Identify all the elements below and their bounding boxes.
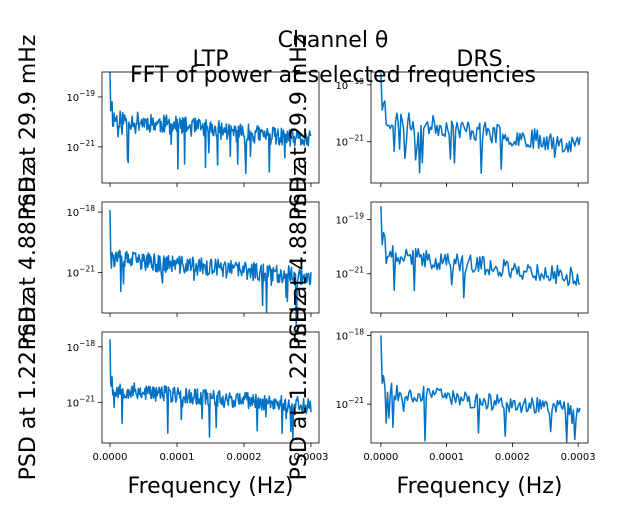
y-tick-label: 10−19 [335, 77, 364, 92]
y-tick-label: 10−21 [335, 266, 364, 281]
axes-frame [370, 331, 589, 444]
y-tick-label: 10−21 [66, 139, 95, 154]
axes-frame [370, 201, 589, 314]
x-tick-label: 0.0001 [429, 452, 464, 463]
x-tick-label: 0.0002 [226, 452, 261, 463]
y-tick-label: 10−21 [66, 394, 95, 409]
x-tick-label: 0.0001 [160, 452, 195, 463]
psd-line-series [109, 71, 312, 175]
y-tick-label: 10−19 [66, 89, 95, 104]
psd-line-series [380, 206, 581, 299]
y-tick-label: 10−21 [335, 134, 364, 149]
y-tick-label: 10−19 [335, 212, 364, 227]
subplot-3: 10−18 10−21 PSD at 4.88 mHz [16, 165, 320, 351]
subplot-grid: 10−19 10−21 LTP PSD at 29.9 mHz 10−19 10−21 DR… [16, 35, 596, 499]
x-axis-label: Frequency (Hz) [128, 474, 294, 499]
psd-line-series [109, 339, 312, 441]
x-tick-label: 0.0000 [363, 452, 398, 463]
y-axis-label: PSD at 29.9 mHz [287, 35, 312, 221]
subplot-4: 10−19 10−21 PSD at 4.88 mHz [287, 165, 589, 351]
x-tick-label: 0.0000 [93, 452, 128, 463]
y-axis-label: PSD at 1.22 mHz [16, 295, 41, 481]
subplot-title: DRS [456, 47, 502, 72]
axes-frame [101, 71, 320, 184]
subplot-6: 0.0000 0.0001 0.0002 0.0003 10−18 10−21 PSD at… [287, 295, 596, 499]
x-axis-label: Frequency (Hz) [397, 474, 563, 499]
subplot-2: 10−19 10−21 DRS PSD at 29.9 mHz [287, 35, 589, 221]
subplot-title: LTP [193, 47, 229, 72]
y-tick-label: 10−21 [335, 396, 364, 411]
y-axis-label: PSD at 1.22 mHz [287, 295, 312, 481]
figure-suptitle-line2: FFT of power at selected frequencies [130, 63, 536, 88]
y-axis-label: PSD at 4.88 mHz [16, 165, 41, 351]
psd-line-series [380, 73, 581, 175]
figure-suptitle-line1: Channel θ [278, 28, 389, 53]
y-tick-label: 10−18 [66, 204, 95, 219]
y-tick-label: 10−18 [335, 327, 364, 342]
y-tick-label: 10−21 [66, 265, 95, 280]
y-axis-label: PSD at 29.9 mHz [16, 35, 41, 221]
psd-line-series [380, 335, 581, 443]
x-tick-label: 0.0002 [495, 452, 530, 463]
axes-frame [101, 331, 320, 444]
x-tick-label: 0.0003 [293, 452, 328, 463]
axes-frame [370, 71, 589, 184]
subplot-5: 0.0000 0.0001 0.0002 0.0003 10−18 10−21 PSD at… [16, 295, 328, 499]
y-tick-label: 10−18 [66, 339, 95, 354]
axes-frame [101, 201, 320, 314]
subplot-1: 10−19 10−21 LTP PSD at 29.9 mHz [16, 35, 320, 221]
y-axis-label: PSD at 4.88 mHz [287, 165, 312, 351]
x-tick-label: 0.0003 [561, 452, 596, 463]
psd-line-series [109, 210, 312, 326]
